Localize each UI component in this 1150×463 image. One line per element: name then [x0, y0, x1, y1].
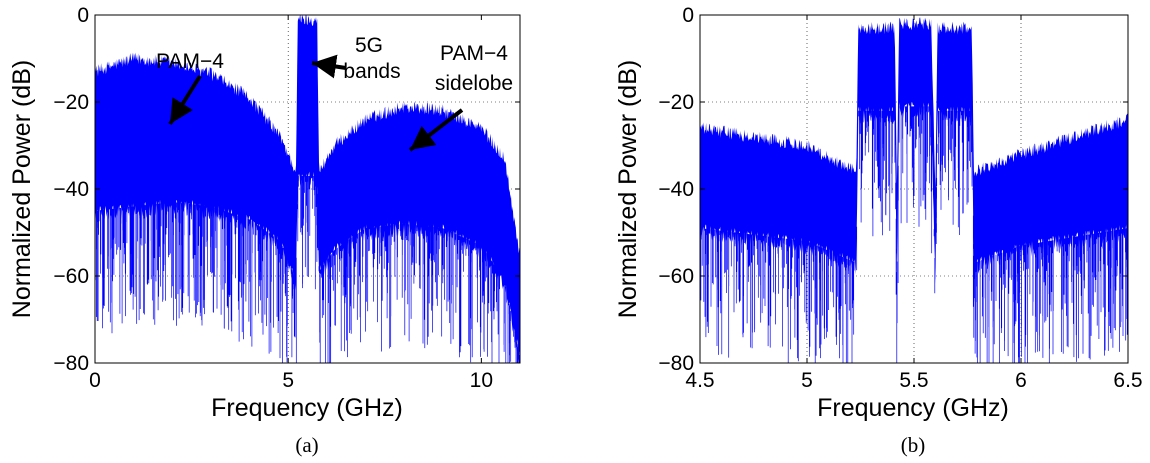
panel-a: 0 5 10 −80 −60 −40 −20 0 Frequency (GHz) Norma…	[8, 4, 521, 457]
x-tick-labels-a: 0 5 10	[89, 369, 493, 392]
y-axis-label-a: Normalized Power (dB)	[8, 60, 36, 318]
x-tick-label: 5.5	[899, 369, 928, 392]
annotation-5g-line1: 5G	[355, 34, 383, 57]
arrow-pam4	[168, 74, 202, 126]
y-tick-label: −60	[658, 265, 694, 288]
y-axis-label-b: Normalized Power (dB)	[614, 60, 642, 318]
x-tick-label: 4.5	[685, 369, 714, 392]
annotation-5g-line2: bands	[343, 60, 400, 83]
ticks-a	[94, 14, 520, 364]
x-tick-label: 5	[282, 369, 294, 392]
annotation-sidelobe-line1: PAM−4	[440, 42, 508, 65]
y-tick-label: −80	[53, 352, 89, 375]
x-tick-label: 5	[801, 369, 813, 392]
x-tick-label: 6.5	[1113, 369, 1142, 392]
arrow-5g	[311, 54, 347, 79]
y-tick-label: −20	[658, 91, 694, 114]
x-axis-label-b: Frequency (GHz)	[817, 394, 1009, 422]
arrow-sidelobe	[408, 108, 464, 152]
x-tick-label: 0	[89, 369, 101, 392]
y-tick-label: −60	[53, 265, 89, 288]
x-axis-label-a: Frequency (GHz)	[211, 394, 403, 422]
y-tick-label: −20	[53, 91, 89, 114]
y-tick-label: −40	[658, 178, 694, 201]
caption-b: (b)	[901, 433, 926, 457]
y-tick-labels-a: −80 −60 −40 −20 0	[53, 4, 89, 375]
caption-a: (a)	[295, 433, 318, 457]
annotation-sidelobe-line2: sidelobe	[435, 72, 513, 95]
y-tick-label: −80	[658, 352, 694, 375]
x-tick-label: 10	[470, 369, 493, 392]
spectrum-spikes-a	[95, 176, 520, 363]
y-tick-label: −40	[53, 178, 89, 201]
x-tick-labels-b: 4.5 5 5.5 6 6.5	[685, 369, 1142, 392]
y-tick-label: 0	[682, 4, 694, 27]
y-tick-labels-b: −80 −60 −40 −20 0	[658, 4, 694, 375]
x-tick-label: 6	[1015, 369, 1027, 392]
annotation-pam4: PAM−4	[156, 50, 224, 73]
spectrum-series-b	[700, 17, 1128, 284]
y-tick-label: 0	[77, 4, 89, 27]
ticks-b	[699, 14, 1129, 364]
spectrum-series-a	[95, 15, 520, 363]
spectrum-spikes-b	[700, 106, 1128, 363]
panel-b: 4.5 5 5.5 6 6.5 −80 −60 −40 −20 0 Frequency (GHz…	[614, 4, 1143, 457]
